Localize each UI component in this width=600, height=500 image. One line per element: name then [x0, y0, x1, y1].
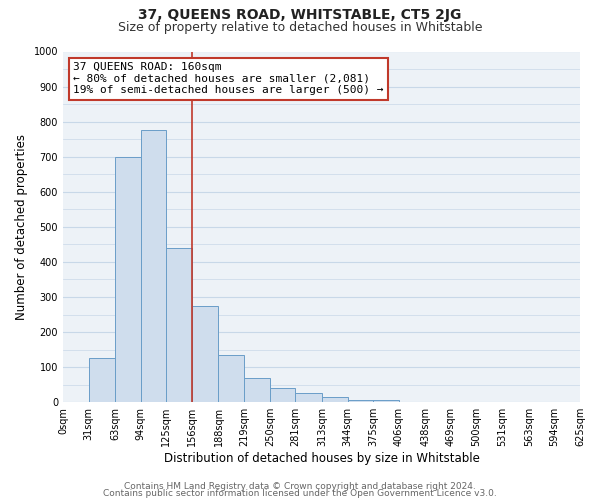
- Bar: [89, 358, 115, 402]
- Bar: [373, 400, 399, 402]
- Text: 37, QUEENS ROAD, WHITSTABLE, CT5 2JG: 37, QUEENS ROAD, WHITSTABLE, CT5 2JG: [139, 8, 461, 22]
- Bar: [140, 130, 166, 402]
- Bar: [244, 378, 270, 402]
- Text: Size of property relative to detached houses in Whitstable: Size of property relative to detached ho…: [118, 21, 482, 34]
- Bar: [322, 397, 347, 402]
- Text: Contains HM Land Registry data © Crown copyright and database right 2024.: Contains HM Land Registry data © Crown c…: [124, 482, 476, 491]
- Bar: [115, 156, 140, 402]
- Bar: [218, 355, 244, 402]
- Bar: [166, 248, 192, 402]
- Y-axis label: Number of detached properties: Number of detached properties: [15, 134, 28, 320]
- Text: 37 QUEENS ROAD: 160sqm
← 80% of detached houses are smaller (2,081)
19% of semi-: 37 QUEENS ROAD: 160sqm ← 80% of detached…: [73, 62, 384, 95]
- Bar: [270, 388, 295, 402]
- Bar: [295, 394, 322, 402]
- Bar: [192, 306, 218, 402]
- X-axis label: Distribution of detached houses by size in Whitstable: Distribution of detached houses by size …: [164, 452, 479, 465]
- Bar: [347, 400, 373, 402]
- Text: Contains public sector information licensed under the Open Government Licence v3: Contains public sector information licen…: [103, 488, 497, 498]
